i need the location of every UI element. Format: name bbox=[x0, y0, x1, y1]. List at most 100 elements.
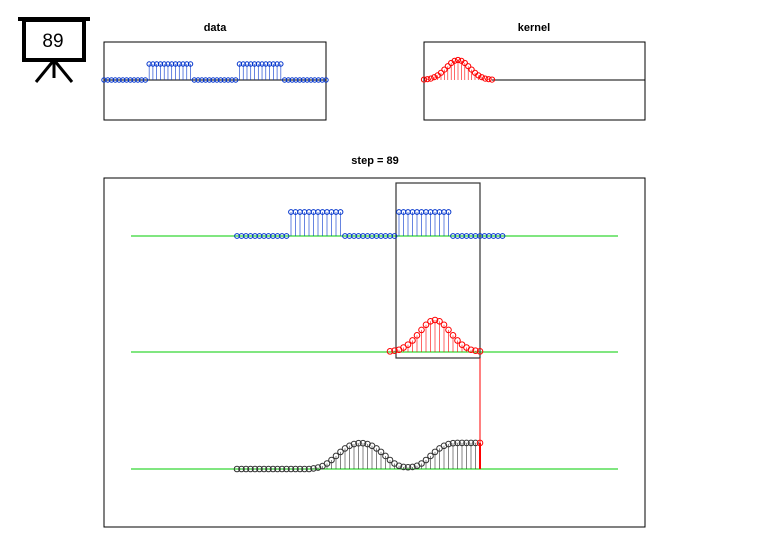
stem-marker bbox=[337, 448, 344, 456]
stem-marker bbox=[296, 77, 303, 83]
stem-marker bbox=[285, 77, 292, 83]
stem-marker bbox=[386, 348, 394, 355]
panel-title: data bbox=[204, 22, 228, 34]
easel-leg bbox=[34, 59, 56, 83]
stem-marker bbox=[449, 439, 457, 447]
stem-marker bbox=[210, 77, 216, 83]
stem-marker bbox=[161, 61, 167, 67]
stem-marker bbox=[332, 452, 340, 460]
stem-marker bbox=[312, 77, 318, 83]
stem-marker bbox=[377, 448, 385, 456]
stem-marker bbox=[105, 77, 111, 83]
easel-icon: 89 bbox=[18, 17, 90, 83]
stem-marker bbox=[400, 344, 407, 351]
stem-marker bbox=[146, 61, 152, 67]
stem-marker bbox=[319, 77, 325, 83]
icon-label: 89 bbox=[42, 31, 63, 52]
stem-marker bbox=[488, 76, 496, 83]
stem-marker bbox=[248, 61, 254, 67]
stem-marker bbox=[420, 76, 428, 83]
stem-marker bbox=[187, 61, 194, 67]
stem-marker bbox=[202, 77, 209, 83]
stem-marker bbox=[123, 77, 130, 83]
stem-marker bbox=[475, 72, 482, 79]
stem-marker bbox=[251, 61, 258, 67]
stem-marker bbox=[172, 61, 179, 67]
stem-marker bbox=[478, 74, 485, 81]
stem-marker bbox=[314, 464, 322, 471]
stem-marker bbox=[386, 456, 394, 464]
stem-marker bbox=[242, 465, 250, 473]
panel-frame bbox=[423, 41, 646, 121]
stem-marker bbox=[476, 439, 484, 447]
stem-marker bbox=[217, 77, 224, 83]
stem-marker bbox=[458, 439, 466, 447]
stem-marker bbox=[131, 77, 137, 83]
stem-marker bbox=[278, 61, 284, 67]
stem-marker bbox=[499, 233, 506, 239]
stem-marker bbox=[108, 77, 115, 83]
stem-marker bbox=[323, 77, 329, 83]
stem-marker bbox=[359, 439, 367, 447]
stem-marker bbox=[436, 317, 443, 325]
stem-marker bbox=[265, 465, 272, 473]
stem-marker bbox=[304, 77, 310, 83]
stem-marker bbox=[135, 77, 141, 83]
easel-leg bbox=[52, 59, 74, 83]
stem-marker bbox=[289, 77, 295, 83]
stem-marker bbox=[283, 233, 290, 239]
stem-marker bbox=[112, 77, 118, 83]
stem-marker bbox=[138, 77, 145, 83]
stem-marker bbox=[445, 326, 452, 334]
stem-marker bbox=[274, 465, 281, 473]
stem-marker bbox=[184, 61, 190, 67]
stem-marker bbox=[472, 347, 479, 355]
stem-marker bbox=[281, 77, 288, 83]
stem-marker bbox=[458, 341, 466, 348]
stem-marker bbox=[244, 61, 250, 67]
stem-marker bbox=[305, 465, 313, 473]
stem-marker bbox=[451, 57, 458, 64]
stem-marker bbox=[427, 75, 434, 82]
panel-title: step = 89 bbox=[351, 155, 398, 167]
stem-marker bbox=[441, 66, 448, 73]
stem-marker bbox=[153, 61, 160, 67]
stem-marker bbox=[180, 61, 186, 67]
stem-marker bbox=[418, 460, 425, 467]
stem-marker bbox=[395, 462, 403, 470]
stem-marker bbox=[391, 233, 398, 239]
stem-marker bbox=[413, 332, 421, 339]
panel-frame bbox=[103, 177, 646, 528]
stem-marker bbox=[296, 465, 304, 473]
stem-marker bbox=[127, 77, 134, 83]
stem-marker bbox=[364, 440, 371, 448]
stem-marker bbox=[101, 77, 107, 83]
stem-marker bbox=[373, 445, 380, 452]
stem-marker bbox=[440, 321, 448, 329]
stem-marker bbox=[301, 465, 308, 473]
stem-marker bbox=[120, 77, 126, 83]
stem-marker bbox=[400, 463, 407, 471]
stem-marker bbox=[467, 439, 475, 447]
stem-marker bbox=[165, 61, 171, 67]
stem-marker bbox=[238, 465, 245, 473]
stem-marker bbox=[323, 460, 331, 467]
stem-marker bbox=[427, 317, 434, 325]
stem-marker bbox=[337, 209, 344, 215]
stem-marker bbox=[315, 77, 322, 83]
stem-marker bbox=[382, 452, 389, 460]
stem-marker bbox=[409, 463, 416, 471]
stem-marker bbox=[431, 448, 439, 456]
panel-title: kernel bbox=[518, 22, 550, 34]
stem-marker bbox=[440, 442, 448, 450]
stem-marker bbox=[251, 465, 259, 473]
stem-marker bbox=[468, 66, 475, 73]
stem-marker bbox=[424, 76, 431, 83]
kernel-window bbox=[395, 182, 481, 359]
stem-marker bbox=[221, 77, 228, 83]
stem-marker bbox=[142, 77, 149, 83]
stem-marker bbox=[409, 337, 416, 344]
stem-marker bbox=[472, 439, 479, 447]
stem-marker bbox=[206, 77, 213, 83]
